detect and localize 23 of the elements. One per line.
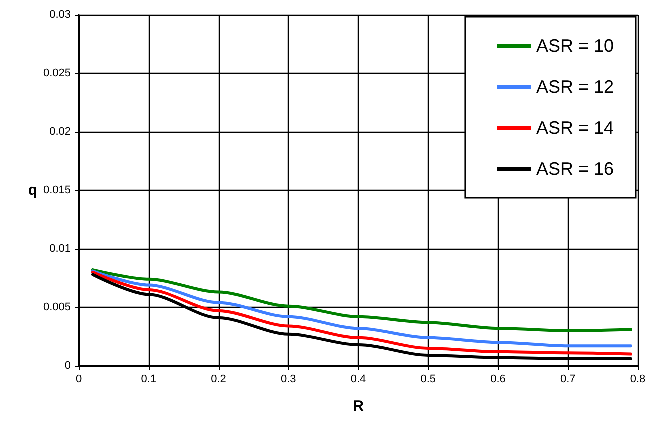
legend-label: ASR = 10 bbox=[536, 36, 614, 56]
y-tick-label: 0.02 bbox=[50, 126, 71, 138]
x-axis-title: R bbox=[353, 398, 364, 415]
y-tick-label: 0.03 bbox=[50, 9, 71, 21]
x-tick-label: 0.1 bbox=[141, 374, 157, 386]
x-tick-label: 0.8 bbox=[630, 374, 646, 386]
legend-label: ASR = 12 bbox=[536, 77, 614, 97]
line-series bbox=[91, 268, 633, 332]
y-tick-label: 0 bbox=[64, 360, 71, 372]
y-tick-label: 0.01 bbox=[50, 243, 71, 255]
y-tick-label: 0.015 bbox=[43, 184, 71, 196]
y-tick-label: 0.005 bbox=[43, 302, 71, 314]
x-tick-label: 0.2 bbox=[211, 374, 226, 386]
y-axis-title: q bbox=[28, 182, 38, 199]
x-tick-label: 0.3 bbox=[280, 374, 296, 386]
x-tick-label: 0.6 bbox=[490, 374, 506, 386]
y-tick-label: 0.025 bbox=[43, 68, 71, 80]
legend-label: ASR = 14 bbox=[536, 118, 614, 138]
x-tick-label: 0 bbox=[76, 374, 82, 386]
x-tick-label: 0.7 bbox=[560, 374, 576, 386]
x-tick-label: 0.5 bbox=[420, 374, 436, 386]
legend-label: ASR = 16 bbox=[536, 159, 614, 179]
x-tick-label: 0.4 bbox=[350, 374, 366, 386]
